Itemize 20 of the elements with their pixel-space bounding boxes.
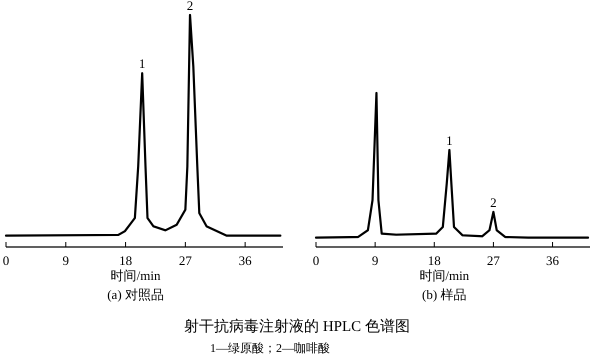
x-tick-label: 9	[62, 253, 70, 268]
text: 1—绿原酸；2—咖啡酸	[210, 341, 330, 355]
x-tick-label: 36	[238, 253, 252, 268]
x-tick-label: 18	[119, 253, 132, 268]
annotation: 1	[446, 132, 453, 148]
text: (b) 样品	[422, 287, 466, 302]
x-axis-title: 时间/min	[110, 268, 161, 283]
x-tick-label: 0	[312, 253, 320, 268]
x-axis-title: 时间/min	[419, 268, 470, 283]
x-tick-label: 36	[546, 253, 560, 268]
text: 射干抗病毒注射液的 HPLC 色谱图	[184, 318, 410, 335]
annotation: 2	[186, 0, 194, 13]
x-tick-label: 27	[178, 253, 192, 268]
x-tick-label: 18	[428, 253, 441, 268]
x-tick-label: 0	[2, 253, 10, 268]
annotation: 1	[138, 56, 146, 72]
x-tick-label: 27	[486, 253, 500, 268]
text: (a) 对照品	[107, 287, 164, 302]
annotation: 2	[490, 194, 497, 210]
x-tick-label: 9	[372, 253, 378, 268]
